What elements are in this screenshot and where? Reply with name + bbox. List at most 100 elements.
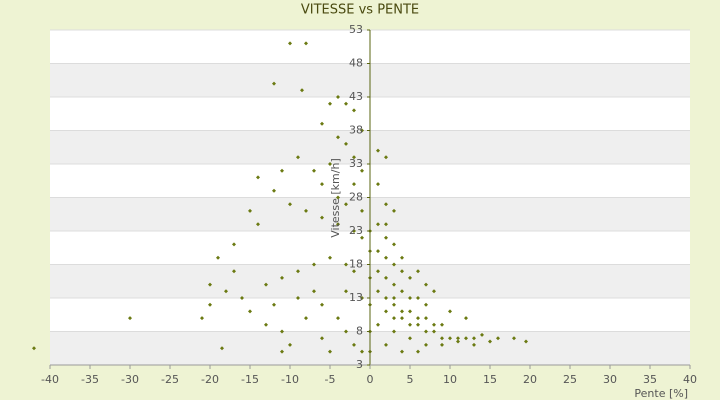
point bbox=[288, 342, 292, 347]
point bbox=[32, 346, 36, 351]
point bbox=[280, 349, 284, 354]
point bbox=[384, 296, 388, 300]
point bbox=[424, 329, 428, 334]
point bbox=[336, 195, 340, 200]
y-tick-label: 53 bbox=[349, 23, 363, 36]
point bbox=[220, 346, 224, 351]
x-tick-label: 20 bbox=[523, 373, 537, 386]
point bbox=[384, 235, 388, 240]
point bbox=[280, 275, 284, 280]
point bbox=[336, 95, 340, 99]
point bbox=[216, 255, 220, 260]
point bbox=[344, 202, 348, 207]
point bbox=[392, 302, 396, 307]
point bbox=[432, 289, 436, 294]
point bbox=[352, 229, 356, 233]
x-tick-label: -35 bbox=[81, 373, 99, 386]
point bbox=[328, 101, 332, 106]
point bbox=[456, 336, 460, 341]
point bbox=[488, 339, 492, 344]
point bbox=[128, 316, 132, 321]
y-tick-label: 8 bbox=[356, 325, 363, 338]
y-tick-label: 18 bbox=[349, 258, 363, 271]
point bbox=[416, 296, 420, 300]
point bbox=[304, 41, 308, 46]
point bbox=[224, 289, 228, 294]
point bbox=[344, 141, 348, 146]
point bbox=[360, 296, 364, 300]
point bbox=[344, 262, 348, 267]
point bbox=[248, 309, 252, 314]
point bbox=[352, 155, 356, 160]
point bbox=[328, 162, 332, 166]
point bbox=[392, 242, 396, 247]
point bbox=[264, 282, 268, 287]
y-tick-label: 33 bbox=[349, 157, 363, 170]
point bbox=[296, 296, 300, 300]
point bbox=[400, 289, 404, 294]
x-axis-title: Pente [%] bbox=[634, 387, 688, 400]
point bbox=[376, 222, 380, 227]
point bbox=[384, 155, 388, 160]
point bbox=[328, 349, 332, 354]
point bbox=[448, 336, 452, 341]
point bbox=[376, 289, 380, 294]
point bbox=[400, 255, 404, 260]
point bbox=[464, 336, 468, 341]
point bbox=[248, 208, 252, 213]
point bbox=[424, 316, 428, 321]
point bbox=[456, 339, 460, 344]
point bbox=[240, 296, 244, 300]
point bbox=[392, 282, 396, 287]
point bbox=[400, 309, 404, 314]
point bbox=[320, 215, 324, 220]
point bbox=[392, 262, 396, 267]
point bbox=[328, 255, 332, 260]
point bbox=[408, 336, 412, 341]
point bbox=[376, 269, 380, 274]
point bbox=[376, 182, 380, 187]
point bbox=[376, 249, 380, 254]
point bbox=[384, 309, 388, 314]
y-tick-label: 28 bbox=[349, 191, 363, 204]
point bbox=[496, 336, 500, 341]
point bbox=[312, 262, 316, 267]
point bbox=[344, 101, 348, 106]
y-axis-title: Vitesse [km/h] bbox=[329, 158, 342, 238]
x-tick-label: 5 bbox=[407, 373, 414, 386]
point bbox=[352, 269, 356, 274]
point bbox=[272, 81, 276, 86]
point bbox=[208, 302, 212, 307]
point bbox=[384, 275, 388, 280]
point bbox=[312, 168, 316, 173]
point bbox=[416, 316, 420, 321]
point bbox=[440, 336, 444, 341]
point bbox=[376, 322, 380, 327]
point bbox=[288, 41, 292, 46]
point bbox=[304, 208, 308, 213]
point bbox=[360, 349, 364, 354]
point bbox=[384, 222, 388, 227]
point bbox=[424, 342, 428, 347]
point bbox=[336, 316, 340, 321]
point bbox=[264, 322, 268, 327]
point bbox=[304, 316, 308, 321]
point bbox=[424, 302, 428, 307]
point bbox=[448, 309, 452, 314]
x-tick-label: 35 bbox=[643, 373, 657, 386]
x-tick-label: -30 bbox=[121, 373, 139, 386]
axes: -40 -35 -30 -25 -20 -15 -10 -5 0 5 10 15 20 25 30 35 40 3… bbox=[41, 23, 697, 386]
point bbox=[384, 255, 388, 260]
point bbox=[296, 269, 300, 274]
point bbox=[408, 309, 412, 314]
point bbox=[320, 336, 324, 341]
point bbox=[416, 269, 420, 274]
x-tick-label: -20 bbox=[201, 373, 219, 386]
point bbox=[392, 208, 396, 213]
point bbox=[400, 269, 404, 274]
point bbox=[408, 275, 412, 280]
x-tick-label: -10 bbox=[281, 373, 299, 386]
points bbox=[32, 41, 528, 354]
x-tick-label: -40 bbox=[41, 373, 59, 386]
